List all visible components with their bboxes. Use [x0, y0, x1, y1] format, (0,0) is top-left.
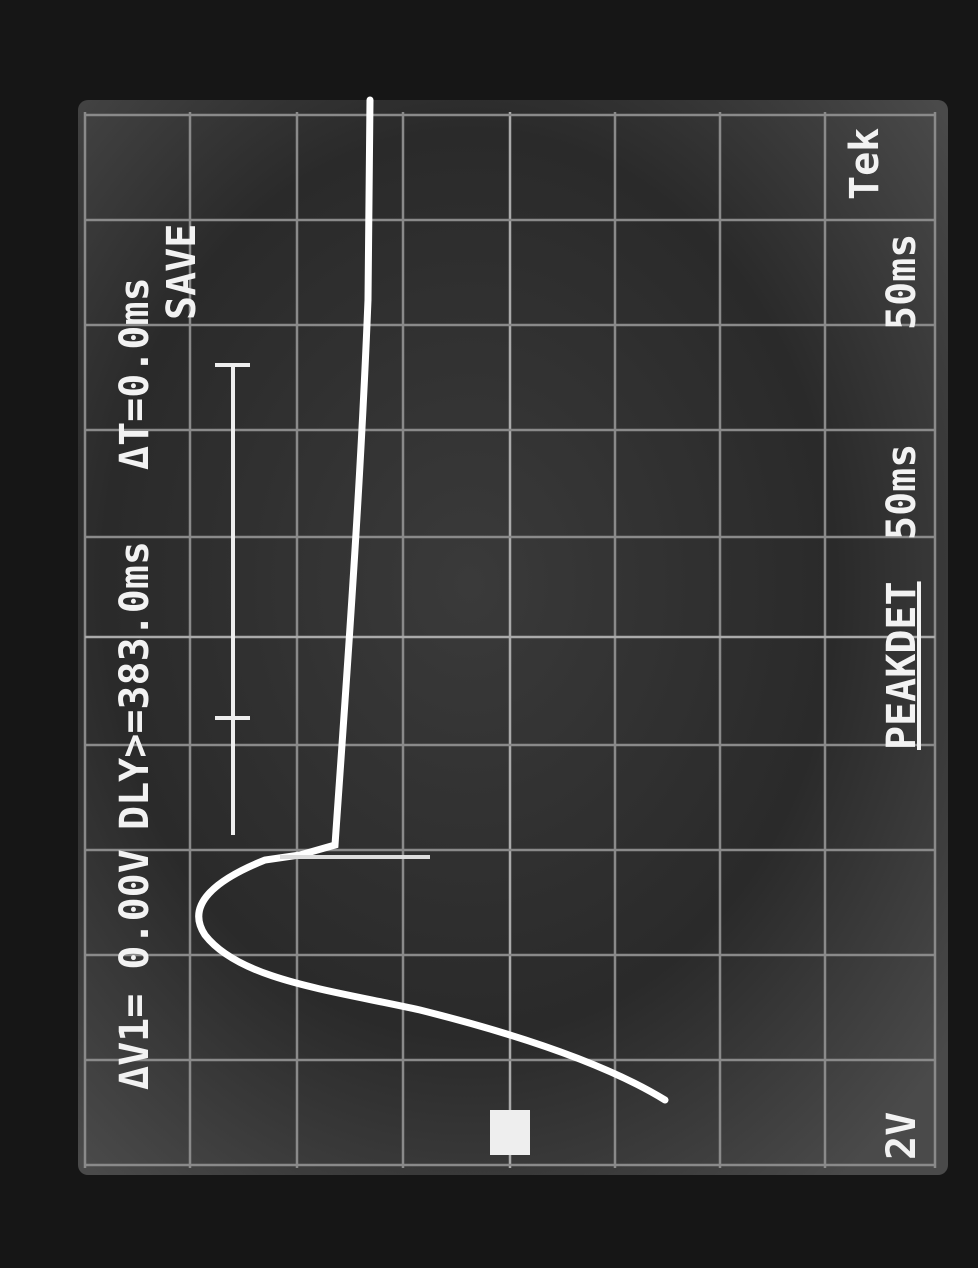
- graticule: [83, 112, 937, 1168]
- mode-readout: SAVE: [159, 224, 205, 320]
- channel-scale: 2V: [879, 1112, 925, 1160]
- timebase-main: 50ms: [879, 444, 925, 540]
- brand-label: Tek: [842, 128, 888, 200]
- timebase-delayed: 50ms: [879, 234, 925, 330]
- delta-v-readout: ΔV1= 0.00V: [112, 849, 158, 1090]
- delay-readout: DLY>=383.0ms: [112, 541, 158, 830]
- ground-marker: [490, 1110, 530, 1155]
- delta-t-readout: ΔT=0.0ms: [112, 277, 158, 470]
- acquire-mode: PEAKDET: [879, 581, 925, 750]
- waveform-trace: [195, 96, 669, 1104]
